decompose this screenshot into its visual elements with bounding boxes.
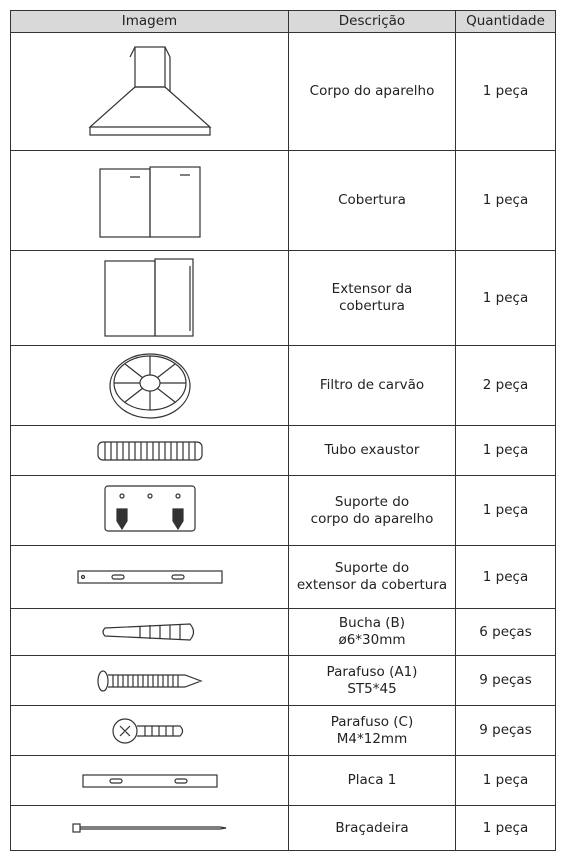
cable-tie-image — [71, 823, 226, 833]
image-cell — [10, 32, 289, 151]
bracket-image — [103, 484, 196, 532]
quantity: 2 peça — [455, 345, 556, 426]
wall-plug-image — [101, 623, 194, 641]
table-row: Braçadeira 1 peça — [10, 805, 556, 851]
image-cell — [10, 705, 289, 756]
table-row: Extensor da cobertura 1 peça — [10, 250, 556, 346]
table-row: Bucha (B) ø6*30mm 6 peças — [10, 608, 556, 656]
description: Braçadeira — [288, 805, 456, 851]
screw-c-image — [111, 717, 183, 744]
description: Filtro de carvão — [288, 345, 456, 426]
description: Extensor da cobertura — [288, 250, 456, 346]
image-cell — [10, 345, 289, 426]
table-row: Tubo exaustor 1 peça — [10, 425, 556, 476]
description: Cobertura — [288, 150, 456, 251]
header-cell: Descrição — [288, 10, 456, 33]
description: Placa 1 — [288, 755, 456, 806]
quantity: 1 peça — [455, 250, 556, 346]
description: Suporte do extensor da cobertura — [288, 545, 456, 609]
image-cell — [10, 805, 289, 851]
quantity: 6 peças — [455, 608, 556, 656]
quantity: 1 peça — [455, 805, 556, 851]
extender-bracket-image — [76, 570, 223, 584]
image-cell — [10, 150, 289, 251]
quantity: 9 peças — [455, 655, 556, 706]
screw-a1-image — [96, 669, 203, 692]
image-cell — [10, 475, 289, 546]
hood-image — [87, 45, 212, 136]
cover-image — [98, 165, 201, 238]
description: Bucha (B) ø6*30mm — [288, 608, 456, 656]
quantity: 1 peça — [455, 545, 556, 609]
plate-image — [81, 773, 218, 788]
description: Tubo exaustor — [288, 425, 456, 476]
parts-table: Imagem Descrição Quantidade Corpo do apa… — [10, 10, 556, 851]
image-cell — [10, 608, 289, 656]
description: Parafuso (C) M4*12mm — [288, 705, 456, 756]
table-row: Corpo do aparelho 1 peça — [10, 32, 556, 151]
table-row: Cobertura 1 peça — [10, 150, 556, 251]
image-cell — [10, 755, 289, 806]
quantity: 1 peça — [455, 32, 556, 151]
tube-image — [96, 440, 203, 461]
header-cell: Quantidade — [455, 10, 556, 33]
quantity: 1 peça — [455, 475, 556, 546]
filter-image — [108, 352, 191, 419]
image-cell — [10, 425, 289, 476]
image-cell — [10, 655, 289, 706]
description: Corpo do aparelho — [288, 32, 456, 151]
description: Parafuso (A1) ST5*45 — [288, 655, 456, 706]
quantity: 1 peça — [455, 150, 556, 251]
table-row: Suporte do extensor da cobertura 1 peça — [10, 545, 556, 609]
table-row: Parafuso (C) M4*12mm 9 peças — [10, 705, 556, 756]
table-row: Parafuso (A1) ST5*45 9 peças — [10, 655, 556, 706]
table-row: Suporte do corpo do aparelho 1 peça — [10, 475, 556, 546]
image-cell — [10, 545, 289, 609]
quantity: 1 peça — [455, 755, 556, 806]
image-cell — [10, 250, 289, 346]
header-row: Imagem Descrição Quantidade — [10, 10, 556, 33]
extender-image — [103, 257, 194, 337]
table-row: Filtro de carvão 2 peça — [10, 345, 556, 426]
quantity: 1 peça — [455, 425, 556, 476]
description: Suporte do corpo do aparelho — [288, 475, 456, 546]
header-cell: Imagem — [10, 10, 289, 33]
quantity: 9 peças — [455, 705, 556, 756]
